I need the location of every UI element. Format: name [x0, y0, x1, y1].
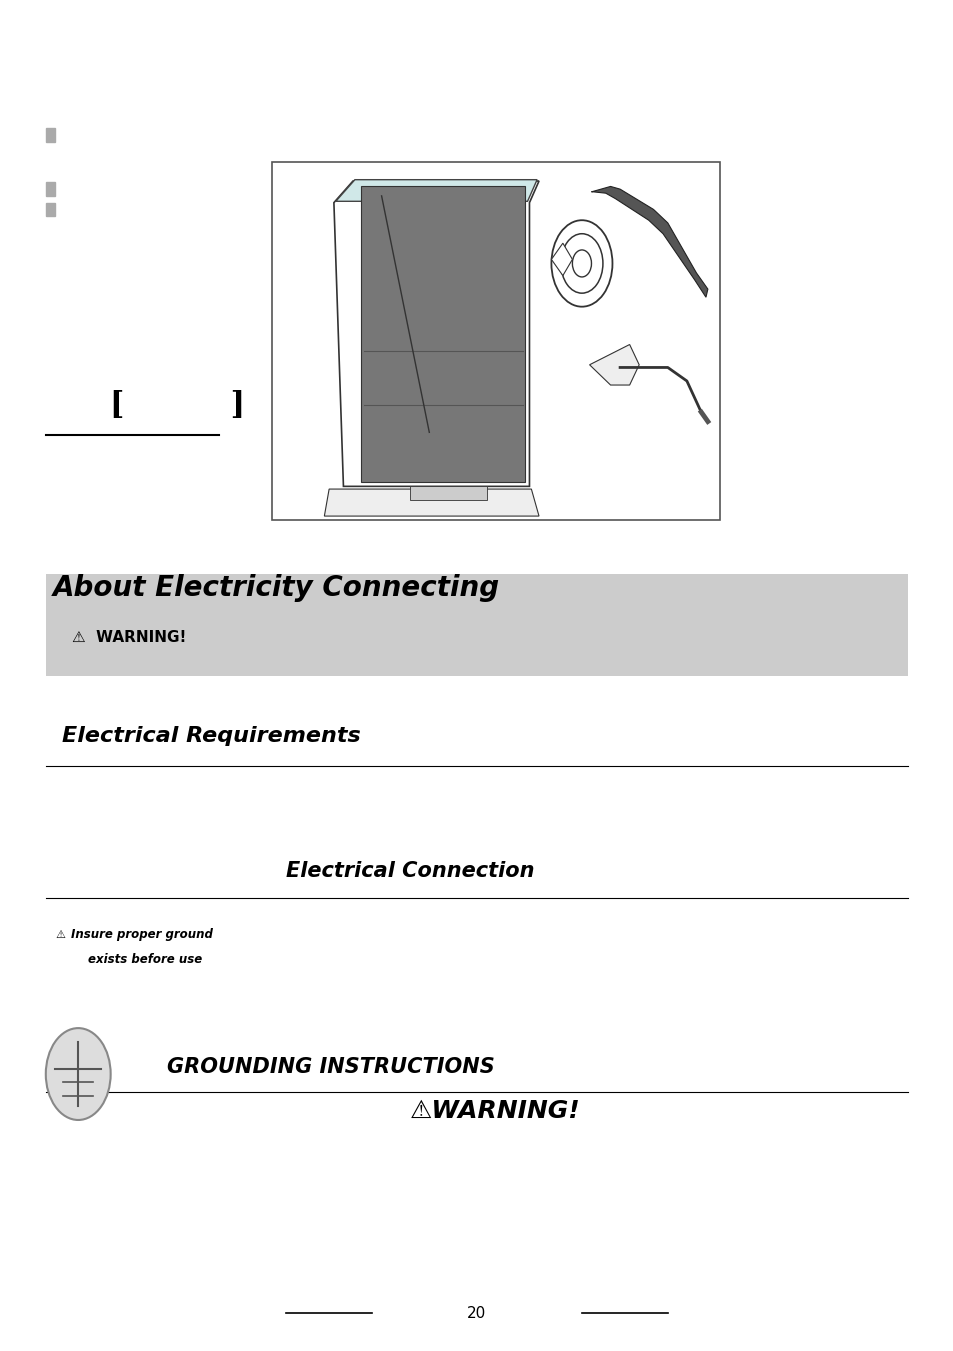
Polygon shape: [589, 345, 639, 385]
Text: GROUNDING INSTRUCTIONS: GROUNDING INSTRUCTIONS: [167, 1058, 495, 1077]
FancyBboxPatch shape: [46, 574, 907, 676]
Bar: [46, 182, 55, 196]
Circle shape: [46, 1028, 111, 1120]
Polygon shape: [324, 489, 538, 516]
Text: Insure proper ground: Insure proper ground: [71, 928, 213, 942]
Text: 20: 20: [467, 1305, 486, 1321]
Text: ⚠  WARNING!: ⚠ WARNING!: [71, 630, 186, 646]
Text: About Electricity Connecting: About Electricity Connecting: [52, 574, 499, 601]
Bar: [46, 128, 55, 142]
Polygon shape: [360, 186, 524, 482]
Text: exists before use: exists before use: [88, 952, 202, 966]
Text: [          ]: [ ]: [110, 390, 245, 420]
Bar: [46, 203, 55, 216]
FancyBboxPatch shape: [272, 162, 720, 520]
Text: ⚠WARNING!: ⚠WARNING!: [410, 1098, 580, 1123]
Polygon shape: [334, 181, 538, 486]
Text: ⚠: ⚠: [55, 929, 65, 940]
Text: Electrical Connection: Electrical Connection: [286, 862, 534, 881]
Bar: [410, 486, 486, 500]
Polygon shape: [551, 243, 572, 276]
Polygon shape: [335, 180, 537, 201]
Polygon shape: [591, 186, 707, 297]
Text: Electrical Requirements: Electrical Requirements: [62, 727, 360, 746]
